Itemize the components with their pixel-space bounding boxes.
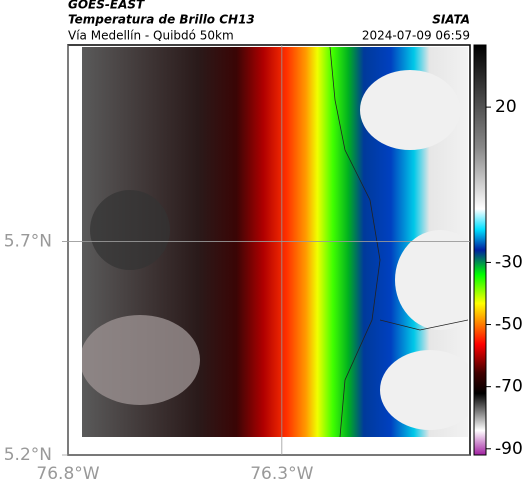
title: GOES-EAST: [68, 0, 145, 12]
colorbar-label: 20: [495, 97, 517, 117]
colorbar-label: -50: [495, 315, 523, 335]
colorbar-label: -30: [495, 252, 523, 272]
lat-label: 5.7°N: [4, 231, 52, 251]
lon-label: 76.8°W: [36, 464, 99, 484]
subtitle: Temperatura de Brillo CH13: [68, 13, 255, 27]
satellite-image: [82, 47, 468, 437]
colorbar-label: -70: [495, 377, 523, 397]
lon-label: 76.3°W: [250, 464, 313, 484]
timestamp: 2024-07-09 06:59: [362, 29, 470, 43]
colorbar: [473, 44, 487, 456]
lat-label: 5.2°N: [4, 445, 52, 465]
colorbar-label: -90: [495, 439, 523, 459]
source: SIATA: [432, 13, 470, 27]
route: Vía Medellín - Quibdó 50km: [68, 29, 234, 43]
